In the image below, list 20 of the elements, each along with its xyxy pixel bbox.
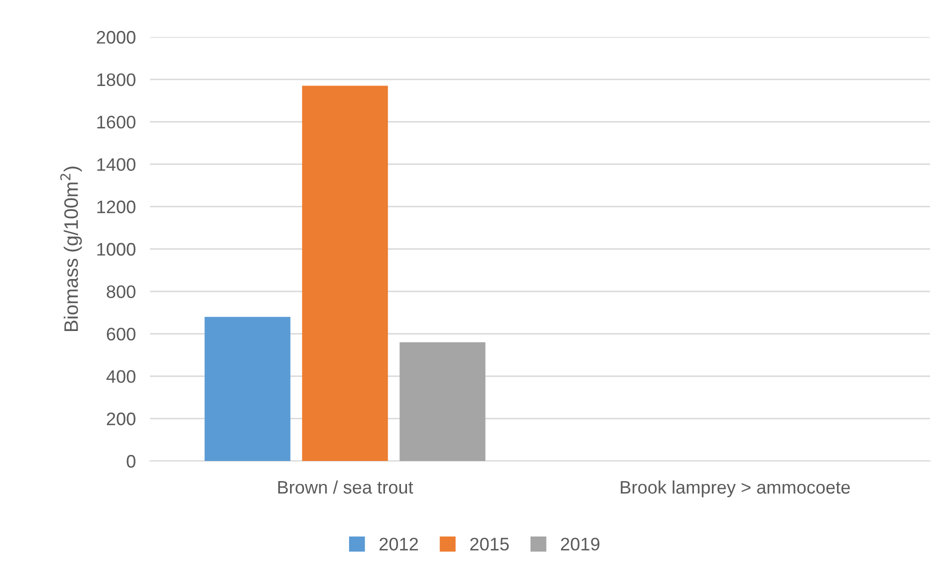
y-tick-label: 1000	[97, 242, 136, 256]
y-tick-label: 800	[106, 285, 136, 298]
x-tick-label: Brown / sea trout	[278, 480, 414, 494]
x-tick-label: Brook lamprey > ammocoete	[620, 480, 850, 498]
bar	[302, 86, 388, 461]
legend-label: 2015	[470, 538, 509, 550]
y-tick-label: 1400	[97, 158, 136, 171]
y-tick-label: 200	[106, 412, 136, 426]
y-tick-label: 1200	[97, 200, 136, 214]
legend-label: 2019	[560, 538, 600, 550]
y-tick-label: 0	[126, 454, 136, 468]
bar	[204, 316, 290, 461]
y-tick-label: 400	[106, 370, 136, 383]
y-tick-label: 600	[106, 328, 136, 341]
y-tick-label: 2000	[96, 30, 136, 44]
bar	[400, 342, 486, 461]
y-tick-label: 1600	[97, 116, 136, 129]
y-axis-title: Biomass (g/100m$^{2}$)	[60, 166, 82, 332]
legend-label: 2012	[380, 538, 418, 550]
y-tick-label: 1800	[97, 73, 136, 86]
